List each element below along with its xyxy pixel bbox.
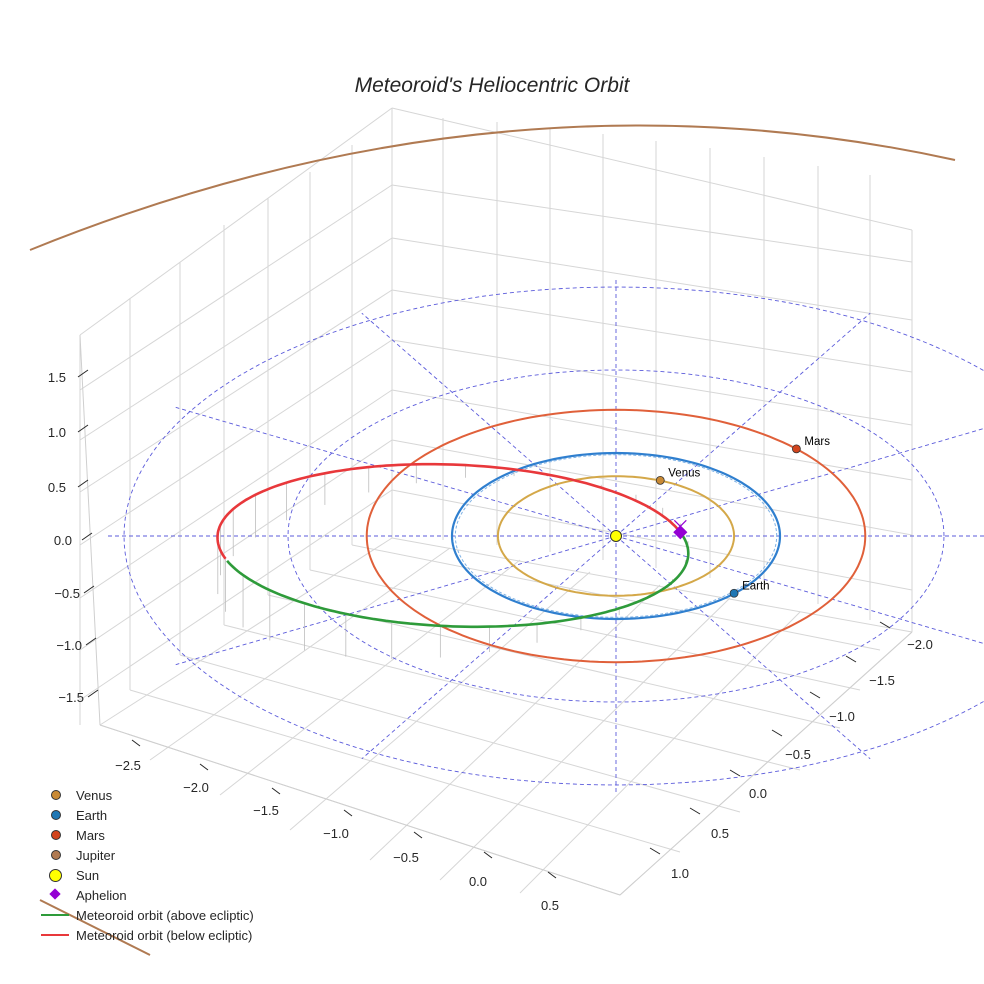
legend-item-orbit-above: Meteoroid orbit (above ecliptic)	[36, 905, 254, 925]
earth-label: Earth	[742, 580, 770, 592]
legend-item-jupiter: Jupiter	[36, 845, 254, 865]
z-tick-label: −1.5	[58, 690, 84, 705]
ecliptic-spoke	[361, 535, 617, 760]
aphelion-diamond-icon	[49, 888, 61, 900]
meteoroid-orbit-above	[226, 531, 690, 629]
legend-item-venus: Venus	[36, 785, 254, 805]
z-tick-label: −0.5	[54, 586, 80, 601]
legend-label: Jupiter	[76, 847, 116, 863]
y-tick-label: 0.5	[711, 826, 729, 841]
ecliptic-spoke	[615, 312, 871, 537]
x-tick-label: −1.5	[253, 803, 279, 818]
mars-orbit	[365, 408, 867, 664]
legend-item-orbit-below: Meteoroid orbit (below ecliptic)	[36, 925, 254, 945]
earth-marker	[729, 588, 739, 598]
y-tick-label: −0.5	[785, 747, 811, 762]
y-tick-label: −1.5	[869, 673, 895, 688]
x-tick-label: −2.5	[115, 758, 141, 773]
z-tick-label: 0.5	[48, 480, 66, 495]
z-tick-label: 1.0	[48, 425, 66, 440]
green-line-icon	[41, 914, 69, 916]
legend-item-aphelion: Aphelion	[36, 885, 254, 905]
chart-title: Meteoroid's Heliocentric Orbit	[354, 74, 630, 97]
y-tick-label: −2.0	[907, 637, 933, 652]
legend-label: Meteoroid orbit (above ecliptic)	[76, 907, 254, 923]
ecliptic-spoke	[615, 535, 871, 760]
meteoroid-orbit-below	[216, 462, 682, 560]
legend-label: Sun	[76, 867, 100, 883]
jupiter-marker-icon	[51, 850, 61, 860]
y-tick-label: −1.0	[829, 709, 855, 724]
legend-item-mars: Mars	[36, 825, 254, 845]
axes-grid	[79, 107, 913, 896]
x-tick-label: 0.0	[469, 874, 487, 889]
jupiter-orbit	[29, 124, 956, 251]
mars-label: Mars	[804, 436, 830, 448]
venus-marker	[655, 475, 665, 485]
earth-orbit	[450, 451, 782, 621]
x-tick-label: −0.5	[393, 850, 419, 865]
sun-marker	[610, 530, 622, 542]
legend-item-sun: Sun	[36, 865, 254, 885]
sun-marker-icon	[49, 869, 62, 882]
z-tick-label: 1.5	[48, 370, 66, 385]
z-tick-label: 0.0	[54, 533, 72, 548]
x-tick-label: −2.0	[183, 780, 209, 795]
venus-marker-icon	[51, 790, 61, 800]
red-line-icon	[41, 934, 69, 936]
venus-label: Venus	[668, 467, 700, 479]
x-tick-label: 0.5	[541, 898, 559, 913]
aphelion-marker	[673, 525, 688, 540]
legend-item-earth: Earth	[36, 805, 254, 825]
ecliptic-spoke	[361, 312, 617, 537]
z-tick-label: −1.0	[56, 638, 82, 653]
ecliptic-spoke	[175, 535, 617, 666]
x-tick-label: −1.0	[323, 826, 349, 841]
aphelion-cross	[673, 519, 687, 533]
earth-marker-icon	[51, 810, 61, 820]
legend-label: Earth	[76, 807, 108, 823]
legend-label: Mars	[76, 827, 105, 843]
venus-orbit	[496, 475, 736, 597]
jupiter-orbit-near	[39, 899, 151, 956]
legend-label: Venus	[76, 787, 113, 803]
y-tick-label: 0.0	[749, 786, 767, 801]
legend: Venus Earth Mars Jupiter Sun Aphelion Me…	[36, 785, 254, 945]
earth-orbit-inner	[454, 454, 778, 618]
y-tick-label: 1.0	[671, 866, 689, 881]
mars-marker-icon	[51, 830, 61, 840]
mars-marker	[792, 444, 801, 454]
legend-label: Meteoroid orbit (below ecliptic)	[76, 927, 253, 943]
legend-label: Aphelion	[76, 887, 127, 903]
